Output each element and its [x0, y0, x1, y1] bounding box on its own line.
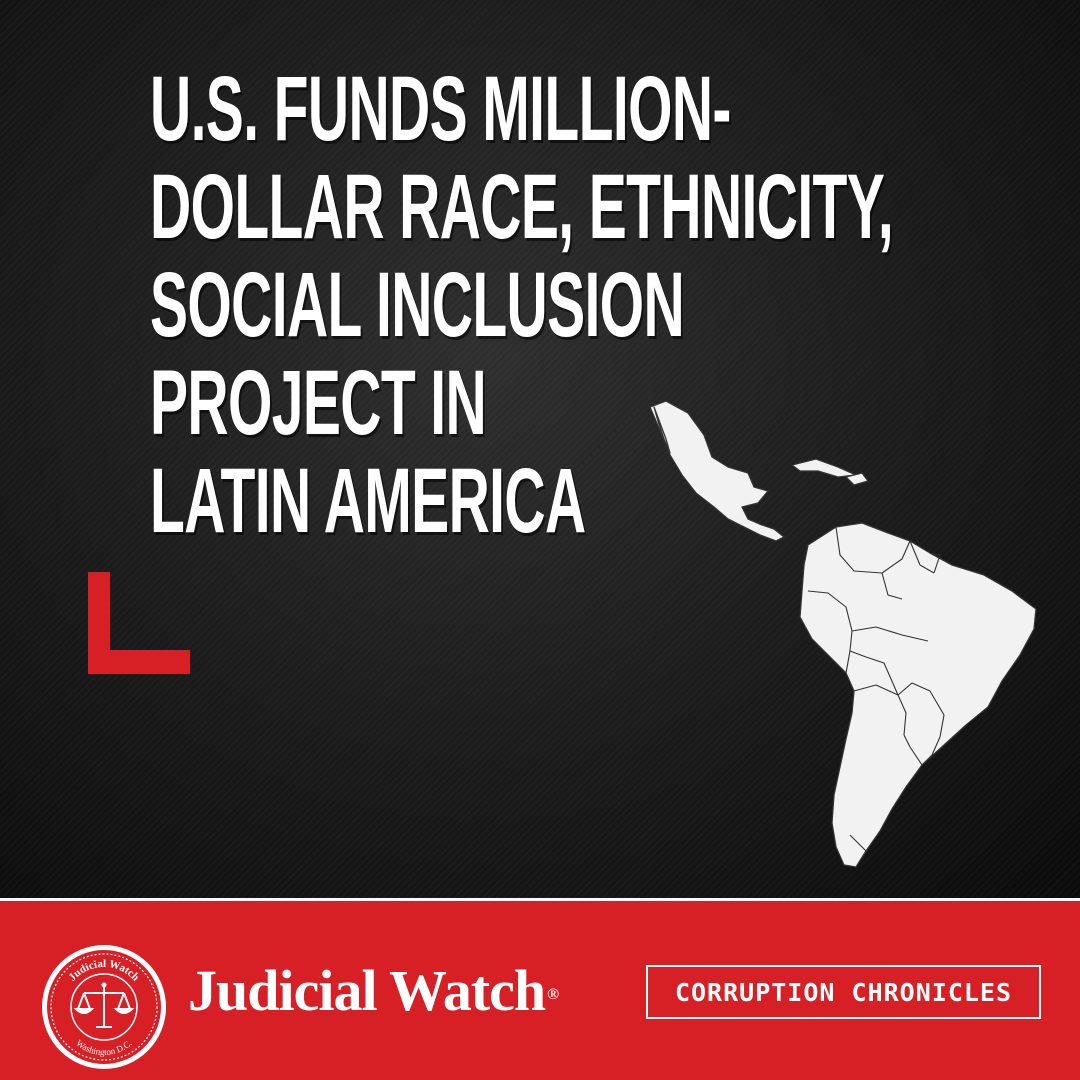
section-badge: CORRUPTION CHRONICLES — [646, 965, 1041, 1019]
headline-line: SOCIAL INCLUSION — [150, 254, 685, 356]
scales-of-justice-icon: Judicial Watch Washington D.C. — [42, 945, 166, 1069]
headline-line: DOLLAR RACE, ETHNICITY, — [150, 156, 894, 258]
headline: U.S. FUNDS MILLION- DOLLAR RACE, ETHNICI… — [150, 58, 894, 552]
headline-line: U.S. FUNDS MILLION- — [150, 58, 731, 160]
registered-mark: ® — [547, 986, 559, 1003]
section-label: CORRUPTION CHRONICLES — [674, 977, 1013, 1007]
corner-bracket-icon — [88, 572, 190, 674]
brand-logo: Judicial Watch ® — [188, 958, 559, 1023]
latin-america-map-icon — [649, 400, 1037, 868]
headline-line: PROJECT IN — [150, 352, 487, 454]
headline-line: LATIN AMERICA — [150, 450, 586, 552]
hero-panel: U.S. FUNDS MILLION- DOLLAR RACE, ETHNICI… — [0, 0, 1080, 898]
brand-name: Judicial Watch — [188, 958, 546, 1023]
footer-banner: Judicial Watch Washington D.C. Judicial … — [0, 898, 1080, 1080]
